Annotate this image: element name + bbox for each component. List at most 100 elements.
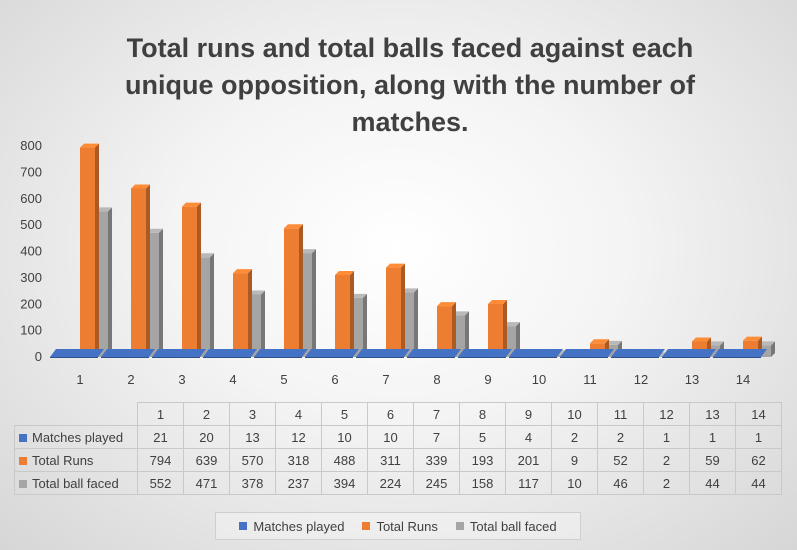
y-tick-label: 500	[20, 217, 42, 232]
x-tick-label: 6	[331, 372, 338, 387]
data-table-cell: 10	[551, 471, 598, 495]
data-table-header-cell: 14	[735, 402, 782, 426]
bar-total-runs	[488, 299, 507, 357]
bar-matches-played	[50, 349, 104, 358]
bar-matches-played	[356, 349, 410, 358]
data-table-cell: 9	[551, 448, 598, 472]
data-table-cell: 471	[183, 471, 230, 495]
legend-label: Matches played	[253, 518, 345, 534]
y-tick-label: 800	[20, 138, 42, 153]
data-table-cell: 1	[689, 425, 736, 449]
data-table-header-cell: 4	[275, 402, 322, 426]
data-table-row: Total Runs 794 639 570 318 488 311 339 193 201 9 52…	[14, 448, 782, 472]
data-table-cell: 245	[413, 471, 460, 495]
x-tick-label: 1	[76, 372, 83, 387]
data-table-header-cell: 11	[597, 402, 644, 426]
data-table-cell: 311	[367, 448, 414, 472]
y-tick-label: 300	[20, 270, 42, 285]
data-table-cell: 158	[459, 471, 506, 495]
bar-total-runs	[284, 224, 303, 357]
data-table-cell: 2	[551, 425, 598, 449]
bar-matches-played	[458, 349, 512, 358]
data-table-cell: 394	[321, 471, 368, 495]
data-table-cell: 237	[275, 471, 322, 495]
data-table-header-cell: 2	[183, 402, 230, 426]
data-table-cell: 10	[367, 425, 414, 449]
x-tick-label: 11	[583, 372, 597, 387]
series-swatch	[19, 456, 27, 465]
chart-title: Total runs and total balls faced against…	[125, 33, 695, 137]
data-table-cell: 52	[597, 448, 644, 472]
bar-matches-played	[662, 349, 716, 358]
data-table-cell: 1	[735, 425, 782, 449]
data-table-cell: 378	[229, 471, 276, 495]
legend-label: Total ball faced	[469, 518, 557, 534]
bar-matches-played	[713, 349, 767, 358]
y-tick-label: 400	[20, 244, 42, 259]
data-table-cell: 12	[275, 425, 322, 449]
x-tick-label: 4	[229, 372, 236, 387]
legend-swatch	[362, 522, 371, 530]
bar-total-runs	[182, 202, 201, 357]
data-table-series-label: Matches played	[14, 425, 138, 449]
data-table-corner	[15, 403, 138, 426]
bar-total-runs	[386, 263, 405, 357]
data-table-cell: 318	[275, 448, 322, 472]
data-table-cell: 62	[735, 448, 782, 472]
data-table-header-cell: 7	[413, 402, 460, 426]
bar-matches-played	[203, 349, 257, 358]
data-table-cell: 2	[643, 471, 690, 495]
bar-matches-played	[407, 349, 461, 358]
data-table-header-row: 1 2 3 4 5 6 7 8 9 10 11 12 13 14	[15, 402, 782, 426]
x-tick-label: 14	[736, 372, 750, 387]
bar-matches-played	[305, 349, 359, 358]
data-table-header-cell: 9	[505, 402, 552, 426]
bar-total-runs	[335, 270, 354, 357]
legend-item: Total ball faced	[455, 518, 557, 534]
bar-matches-played	[560, 349, 614, 358]
data-table-cell: 2	[643, 448, 690, 472]
data-table-cell: 794	[137, 448, 184, 472]
data-table-cell: 7	[413, 425, 460, 449]
bar-matches-played	[152, 349, 206, 358]
data-table-header-cell: 10	[551, 402, 598, 426]
data-table-cell: 44	[735, 471, 782, 495]
legend-swatch	[239, 522, 248, 530]
data-table-header-cell: 3	[229, 402, 276, 426]
data-table-cell: 2	[597, 425, 644, 449]
data-table-series-label: Total ball faced	[14, 471, 138, 495]
data-table-cell: 4	[505, 425, 552, 449]
bar-total-runs	[131, 184, 150, 357]
legend-item: Matches played	[239, 519, 344, 534]
bar-total-runs	[80, 143, 99, 357]
legend: Matches played Total Runs Total ball faced	[215, 512, 581, 540]
series-swatch	[19, 433, 27, 442]
x-tick-label: 2	[127, 372, 134, 387]
x-tick-label: 3	[178, 372, 185, 387]
x-tick-label: 7	[382, 372, 389, 387]
data-table-row: Total ball faced 552 471 378 237 394 224 245 158…	[14, 471, 782, 495]
data-table-cell: 339	[413, 448, 460, 472]
data-table-header-cell: 5	[321, 402, 368, 426]
data-table-cell: 117	[505, 471, 552, 495]
legend-label: Total Runs	[376, 518, 438, 534]
x-tick-label: 5	[280, 372, 287, 387]
data-table-cell: 1	[643, 425, 690, 449]
bar-matches-played	[101, 349, 155, 358]
y-tick-label: 200	[20, 296, 42, 311]
data-table-header-cell: 13	[689, 402, 736, 426]
data-table-header-cell: 12	[643, 402, 690, 426]
y-tick-label: 0	[35, 349, 42, 364]
data-table-cell: 44	[689, 471, 736, 495]
y-tick-label: 100	[20, 323, 42, 338]
data-table-cell: 193	[459, 448, 506, 472]
data-table-cell: 201	[505, 448, 552, 472]
bar-matches-played	[254, 349, 308, 358]
legend-swatch	[455, 522, 464, 530]
data-table-header-cell: 8	[459, 402, 506, 426]
data-table: 1 2 3 4 5 6 7 8 9 10 11 12 13 14 Matches played 21 20 13 1…	[14, 402, 782, 495]
data-table-header-cell: 6	[367, 402, 414, 426]
data-table-cell: 59	[689, 448, 736, 472]
data-table-cell: 552	[137, 471, 184, 495]
